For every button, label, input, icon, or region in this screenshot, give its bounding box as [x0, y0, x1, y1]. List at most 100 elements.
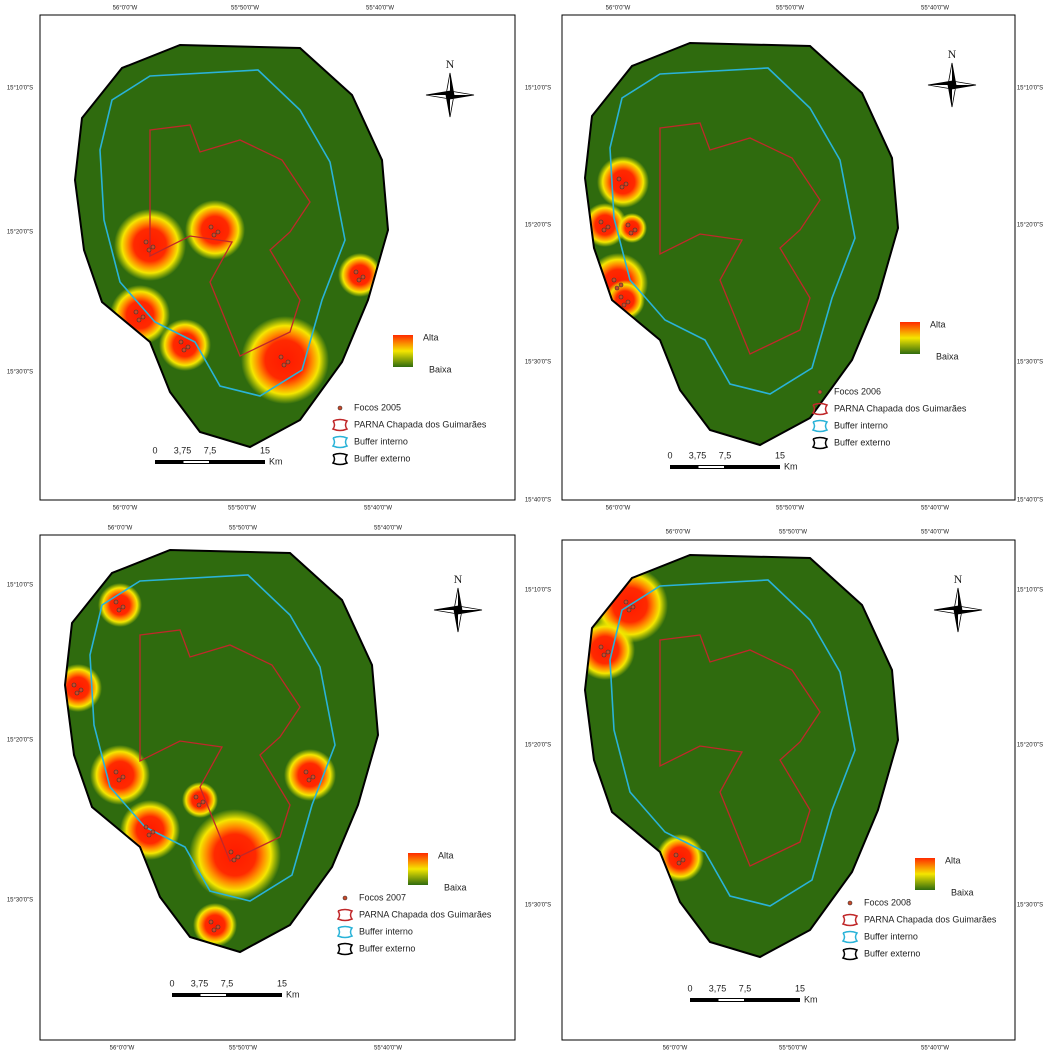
heat-spot — [90, 745, 150, 805]
legend-label: Buffer interno — [834, 420, 888, 430]
coord-label: 15°40'0"S — [525, 498, 551, 504]
fire-point — [303, 769, 309, 775]
fire-point — [215, 229, 221, 235]
fire-point — [285, 359, 291, 365]
scale-label: 7,5 — [221, 978, 234, 988]
coord-label: 56°0'0"W — [113, 6, 138, 12]
coord-label: 55°40'0"W — [921, 6, 949, 12]
fire-point — [185, 344, 191, 350]
fire-point — [630, 604, 636, 610]
fire-point — [625, 222, 631, 228]
legend-park — [336, 908, 354, 922]
heat-spot — [597, 156, 649, 208]
outer-buffer-line — [63, 548, 380, 954]
north-label: N — [454, 572, 463, 586]
coord-label: 15°30'0"S — [7, 898, 33, 904]
heat-spot — [241, 316, 329, 404]
fire-point — [601, 227, 607, 233]
map-panel: 56°0'0"W 55°50'0"W 55°40'0"W 56°0'0"W 55°50'… — [7, 526, 516, 1052]
coord-label: 56°0'0"W — [606, 6, 631, 12]
outer-buffer — [585, 43, 898, 445]
heat-spot — [193, 903, 237, 947]
coord-label: 56°0'0"W — [108, 526, 133, 532]
coord-label: 55°40'0"W — [374, 1046, 402, 1052]
scale-bar-white — [200, 994, 226, 996]
inner-buffer — [609, 579, 856, 907]
fire-point — [601, 652, 607, 658]
fire-point — [228, 849, 234, 855]
legend-label: Buffer interno — [359, 926, 413, 936]
park-boundary — [659, 634, 821, 867]
legend-outer — [336, 942, 354, 956]
coord-label: 15°30'0"S — [1017, 903, 1043, 909]
coord-label: 15°30'0"S — [525, 360, 551, 366]
coord-label: 56°0'0"W — [663, 1046, 688, 1052]
coord-label: 15°10'0"S — [7, 86, 33, 92]
coord-label: 15°20'0"S — [525, 743, 551, 749]
legend-inner — [841, 930, 859, 944]
fire-point — [133, 309, 139, 315]
legend-point — [342, 895, 348, 901]
scale-label: 3,75 — [689, 450, 707, 460]
scale-label: 15 — [775, 450, 785, 460]
legend-park — [811, 402, 829, 416]
fire-point — [616, 176, 622, 182]
fire-point — [360, 274, 366, 280]
coord-label: 55°40'0"W — [921, 1046, 949, 1052]
fire-point — [120, 774, 126, 780]
legend-park — [331, 418, 349, 432]
fire-point — [623, 181, 629, 187]
fire-point — [208, 224, 214, 230]
legend-ramp — [915, 858, 935, 890]
heat-spot — [585, 203, 627, 247]
heat-spot — [189, 809, 281, 901]
heat-spot — [284, 749, 336, 801]
fire-point — [136, 317, 142, 323]
scale-label: 3,75 — [174, 445, 192, 455]
fire-point — [306, 777, 312, 783]
scale-label: 3,75 — [191, 978, 209, 988]
coord-label: 15°10'0"S — [1017, 86, 1043, 92]
coord-label: 15°10'0"S — [1017, 588, 1043, 594]
scale-label: 0 — [687, 983, 692, 993]
fire-point — [143, 239, 149, 245]
fire-point — [196, 802, 202, 808]
fire-point — [235, 854, 241, 860]
fire-point — [150, 829, 156, 835]
fire-point — [211, 927, 217, 933]
fire-point — [623, 599, 629, 605]
legend-label: Buffer externo — [354, 453, 410, 463]
coord-label: 55°50'0"W — [776, 6, 804, 12]
scale-label: 7,5 — [204, 445, 217, 455]
park-boundary — [659, 122, 821, 355]
coord-label: 55°50'0"W — [229, 526, 257, 532]
inner-buffer — [99, 69, 346, 397]
coord-label: 55°40'0"W — [374, 526, 402, 532]
coord-label: 55°50'0"W — [776, 506, 804, 512]
fire-point — [120, 604, 126, 610]
fire-point — [353, 269, 359, 275]
scale-unit: Km — [784, 461, 798, 471]
fire-point — [310, 774, 316, 780]
fire-point — [200, 799, 206, 805]
legend-low: Baixa — [936, 351, 959, 361]
north-arrow-fill — [426, 73, 474, 117]
fire-point — [618, 294, 624, 300]
map-panel: 56°0'0"W 55°50'0"W 55°40'0"W 56°0'0"W 55°50'… — [525, 6, 1043, 512]
fire-point — [146, 247, 152, 253]
coord-label: 55°40'0"W — [366, 6, 394, 12]
fire-point — [116, 777, 122, 783]
scale-label: 15 — [277, 978, 287, 988]
fire-point — [598, 644, 604, 650]
heat-spot — [185, 200, 245, 260]
legend-label: Focos 2007 — [359, 892, 406, 902]
legend-high: Alta — [423, 332, 439, 342]
coord-label: 15°30'0"S — [1017, 360, 1043, 366]
coord-label: 56°0'0"W — [606, 506, 631, 512]
north-arrow-fill — [434, 588, 482, 632]
fire-point — [71, 682, 77, 688]
coord-label: 15°20'0"S — [1017, 743, 1043, 749]
inner-buffer — [609, 67, 856, 395]
legend-park — [841, 913, 859, 927]
fire-point — [618, 282, 624, 288]
